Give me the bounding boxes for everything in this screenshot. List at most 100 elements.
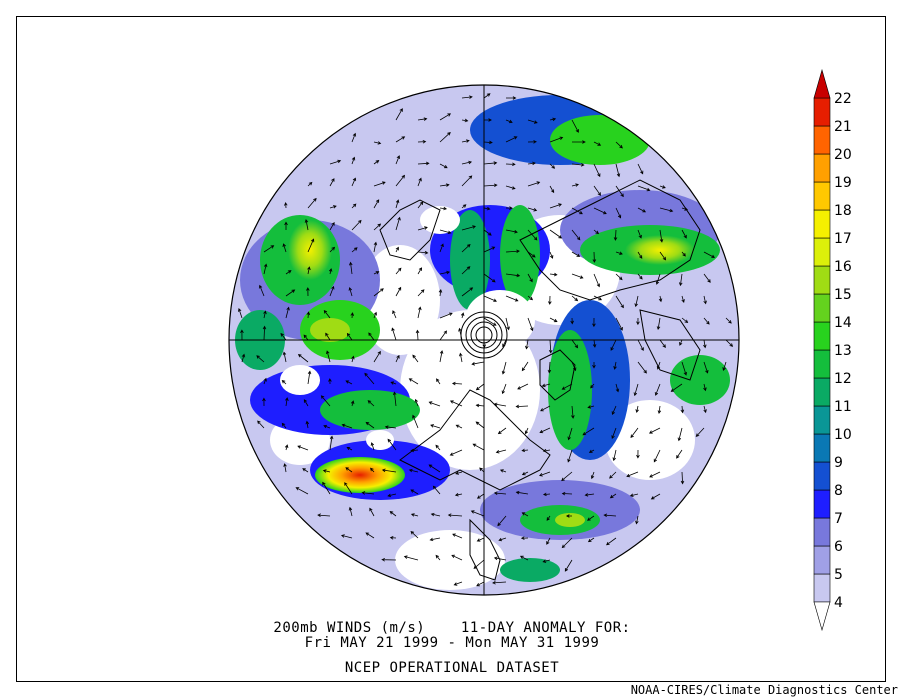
wind-arrow	[392, 391, 397, 407]
wind-arrow	[483, 183, 498, 188]
wind-arrow	[459, 352, 463, 363]
wind-arrow	[615, 163, 621, 178]
wind-arrow	[461, 160, 473, 165]
wind-arrow	[395, 216, 401, 231]
wind-arrow	[346, 447, 353, 451]
wind-arrow	[373, 181, 386, 187]
wind-arrow	[549, 272, 558, 277]
wind-arrow	[306, 287, 310, 297]
wind-arrow	[612, 449, 617, 462]
wind-arrow	[657, 405, 662, 415]
wind-arrow	[572, 140, 586, 144]
wind-arrow	[410, 531, 419, 539]
wind-arrow	[615, 317, 623, 331]
wind-arrow	[439, 350, 444, 363]
wind-arrow	[527, 229, 538, 241]
wind-arrow	[329, 205, 337, 209]
jet-green-top	[550, 115, 650, 165]
calm-hole-2	[280, 365, 320, 395]
wind-arrow	[593, 229, 600, 235]
wind-arrow	[373, 350, 381, 363]
wind-arrow	[561, 383, 573, 390]
wind-arrow	[571, 183, 580, 187]
wind-arrow	[368, 332, 375, 341]
wind-arrow	[542, 559, 551, 563]
wind-arrow	[541, 383, 551, 388]
wind-arrow	[395, 199, 400, 209]
wind-arrow	[351, 247, 358, 253]
wind-arrow	[571, 229, 581, 241]
wind-arrow	[365, 532, 375, 539]
anomaly-max-pacific	[315, 457, 405, 493]
colorbar-box-15	[813, 265, 831, 295]
wind-arrow	[615, 273, 623, 281]
wind-arrow	[483, 229, 492, 236]
wind-arrow	[567, 427, 573, 441]
wind-arrow	[341, 423, 353, 429]
wind-arrow	[476, 581, 485, 587]
wind-arrow	[635, 515, 639, 525]
wind-arrow	[317, 513, 331, 518]
wind-arrow	[281, 379, 287, 385]
wind-arrow	[395, 246, 399, 253]
wind-arrow	[493, 491, 507, 496]
calm-hole-3	[420, 206, 460, 234]
wind-arrow	[472, 443, 485, 451]
colorbar-label-22: 22	[834, 91, 852, 107]
wind-arrow	[461, 266, 471, 275]
wind-arrow	[391, 327, 397, 341]
wind-arrow	[439, 113, 452, 121]
wind-arrow	[542, 492, 551, 497]
wind-arrow	[346, 332, 353, 341]
wind-arrow	[505, 119, 513, 124]
wind-arrow	[593, 295, 603, 301]
wind-arrow	[430, 424, 441, 429]
jet-green-n1	[450, 210, 490, 310]
wind-arrow	[549, 317, 558, 323]
wind-arrow	[307, 238, 315, 253]
colorbar-label-6: 6	[834, 539, 843, 555]
wind-arrow	[410, 448, 419, 453]
wind-arrow	[453, 581, 463, 586]
wind-arrow	[637, 229, 642, 239]
wind-arrow	[454, 492, 463, 497]
coast-central-america	[469, 518, 501, 581]
wind-arrow	[373, 159, 380, 165]
wind-arrow	[305, 420, 310, 429]
wind-arrow	[403, 555, 419, 561]
title-line-1: 200mb WINDS (m/s) 11-DAY ANOMALY FOR:	[273, 620, 631, 636]
wind-arrow	[656, 361, 661, 370]
wind-arrow	[381, 558, 397, 562]
wind-arrow	[369, 507, 375, 517]
wind-arrow	[505, 249, 520, 254]
wind-arrow	[351, 177, 357, 187]
wind-arrow	[284, 444, 289, 451]
wind-arrow	[282, 243, 287, 253]
wind-arrow	[586, 515, 595, 521]
wind-arrow	[527, 119, 538, 124]
wind-arrow	[493, 402, 507, 407]
wind-arrow	[571, 207, 583, 215]
wind-arrow	[408, 468, 419, 473]
colorbar-box-12	[813, 349, 831, 379]
wind-arrow	[429, 537, 441, 542]
wind-arrow	[679, 339, 683, 346]
colorbar-box-11	[813, 377, 831, 407]
wind-arrow	[527, 317, 534, 332]
wind-arrow	[439, 163, 448, 169]
wind-arrow	[439, 132, 451, 143]
wind-arrow	[348, 286, 353, 297]
wind-arrow	[527, 251, 536, 258]
wind-arrow	[484, 118, 492, 122]
wind-arrow	[637, 185, 651, 192]
wind-arrow	[613, 361, 617, 370]
wind-arrow	[505, 185, 516, 190]
wind-arrow	[417, 177, 422, 187]
wind-arrow	[483, 295, 497, 302]
wind-arrow	[681, 207, 689, 211]
wind-arrow	[587, 537, 595, 543]
wind-arrow	[417, 250, 429, 255]
colorbar-label-17: 17	[834, 231, 852, 247]
wind-arrow	[548, 295, 552, 305]
colorbar-label-18: 18	[834, 203, 852, 219]
